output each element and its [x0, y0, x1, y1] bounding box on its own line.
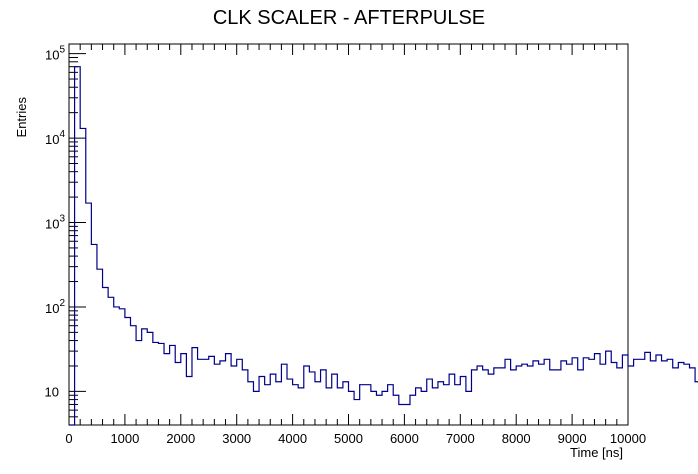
y-tick-label: 103	[45, 214, 65, 232]
x-tick-label: 10000	[610, 431, 646, 446]
x-tick-label: 8000	[502, 431, 531, 446]
x-tick-label: 3000	[222, 431, 251, 446]
x-axis-label: Time [ns]	[570, 445, 623, 460]
x-tick-label: 5000	[334, 431, 363, 446]
x-tick-label: 2000	[166, 431, 195, 446]
plot-frame	[68, 43, 629, 426]
y-tick-label: 102	[45, 298, 65, 316]
y-tick-label-base: 10	[45, 48, 59, 63]
histogram-series-line	[69, 66, 698, 426]
x-tick-label: 0	[65, 431, 72, 446]
x-tick-label: 7000	[446, 431, 475, 446]
y-tick-label-base: 10	[45, 132, 59, 147]
y-tick-label-base: 10	[45, 301, 59, 316]
y-axis-label: Entries	[14, 97, 29, 138]
x-tick-label: 9000	[558, 431, 587, 446]
y-tick-label: 105	[45, 45, 65, 63]
y-tick-label-exponent: 4	[59, 129, 65, 140]
y-tick-label: 104	[45, 129, 65, 147]
tick-labels: 0 1000 2000 3000 4000 5000 6000 7000 8000 9000 100…	[45, 45, 647, 446]
axis-ticks	[68, 44, 629, 426]
x-tick-label: 6000	[390, 431, 419, 446]
chart-title: CLK SCALER - AFTERPULSE	[213, 7, 485, 29]
x-tick-label: 4000	[278, 431, 307, 446]
y-tick-label-exponent: 3	[59, 214, 65, 225]
y-tick-label: 10	[45, 384, 59, 399]
x-tick-label: 1000	[110, 431, 139, 446]
y-tick-label-exponent: 5	[59, 45, 65, 56]
y-tick-label-base: 10	[45, 217, 59, 232]
y-tick-label-exponent: 2	[59, 298, 65, 309]
